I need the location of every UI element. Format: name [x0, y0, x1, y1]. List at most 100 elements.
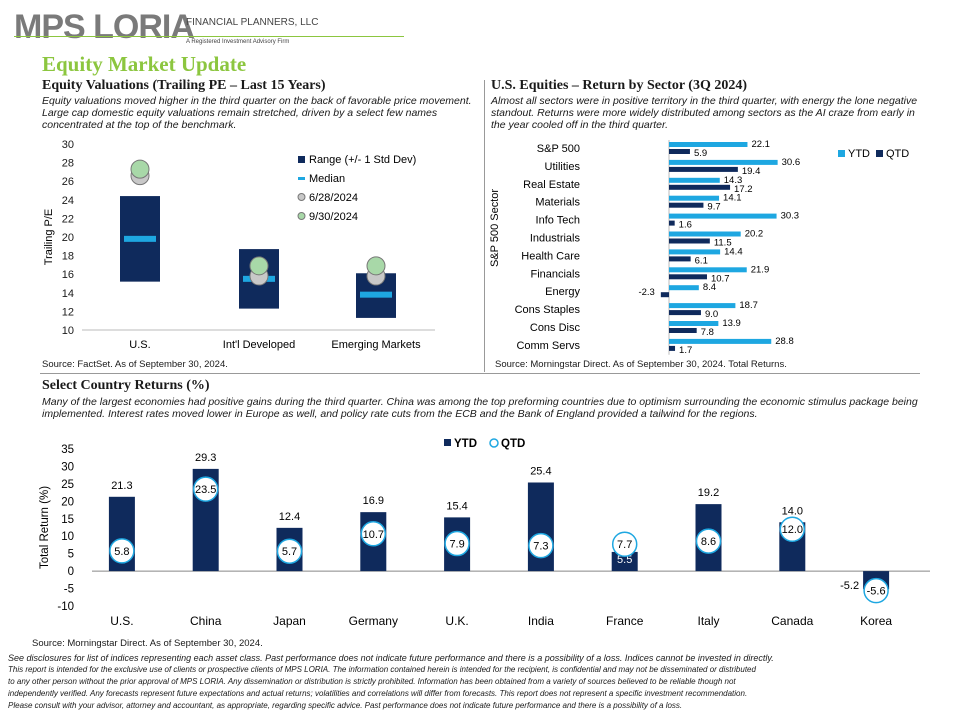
legend-sep-label: 9/30/2024: [309, 211, 358, 223]
section-divider-vertical: [484, 80, 485, 372]
sep-2024-marker: [366, 256, 386, 276]
ytd-bar: [669, 249, 721, 255]
x-tick-label: China: [190, 614, 222, 628]
sector-source: Source: Morningstar Direct. As of Septem…: [495, 359, 787, 370]
qtd-value-label: 10.7: [363, 529, 384, 541]
y-tick-label: 25: [61, 479, 74, 491]
x-tick-label: India: [528, 614, 554, 628]
category-label: Utilities: [545, 161, 581, 173]
qtd-value-label: 9.0: [705, 309, 718, 320]
qtd-bar: [669, 202, 704, 208]
valuation-source: Source: FactSet. As of September 30, 202…: [42, 359, 228, 370]
qtd-bar: [669, 345, 676, 351]
logo-subtitle: FINANCIAL PLANNERS, LLC: [186, 17, 319, 28]
logo-divider: [14, 36, 404, 37]
qtd-marker: [360, 521, 387, 547]
ytd-bar: [669, 231, 741, 237]
qtd-bar: [669, 149, 690, 154]
y-tick-label: -10: [57, 601, 74, 613]
ytd-bar: [669, 285, 699, 291]
ytd-value-label: 14.0: [782, 505, 803, 517]
ytd-bar: [669, 159, 778, 165]
y-tick-label: 12: [62, 306, 74, 318]
ytd-value-label: 30.3: [781, 211, 800, 222]
category-label: Comm Servs: [516, 340, 580, 352]
ytd-value-label: 21.9: [751, 264, 770, 275]
qtd-marker: [611, 531, 638, 557]
ytd-value-label: 19.2: [698, 487, 719, 499]
y-tick-label: 26: [62, 176, 74, 188]
category-label: Energy: [545, 286, 580, 298]
ytd-value-label: 12.4: [279, 511, 300, 523]
ytd-value-label: 14.1: [723, 193, 742, 204]
qtd-value-label: 8.6: [701, 536, 716, 548]
valuation-title: Equity Valuations (Trailing PE – Last 15…: [42, 78, 326, 93]
x-tick-label: Italy: [697, 614, 719, 628]
qtd-marker: [276, 538, 303, 564]
qtd-value-label: -5.6: [867, 586, 886, 598]
x-tick-label: U.S.: [129, 339, 150, 351]
ytd-bar: [611, 551, 638, 572]
sep-2024-marker: [130, 159, 150, 179]
qtd-value-label: 7.9: [449, 539, 464, 551]
ytd-bar: [669, 142, 748, 147]
y-tick-label: 0: [68, 566, 74, 578]
legend-range-label: Range (+/- 1 Std Dev): [309, 154, 416, 166]
legend-sep-swatch: [297, 212, 306, 220]
country-chart: -10 -5 0 5 10 15 20 25 30 35 Total Return (%) 21.3 5…: [39, 438, 930, 628]
y-tick-label: 5: [68, 549, 74, 561]
y-tick-label: 22: [62, 213, 74, 225]
y-tick-label: 30: [62, 139, 74, 151]
category-label: Cons Disc: [530, 322, 581, 334]
qtd-value-label: 7.7: [617, 539, 632, 551]
section-divider-horizontal: [40, 373, 920, 374]
qtd-value-label: 6.1: [695, 255, 708, 266]
qtd-bar: [669, 238, 710, 244]
ytd-bar: [669, 177, 720, 183]
country-description: Many of the largest economies had positi…: [42, 396, 918, 420]
qtd-bar: [669, 310, 701, 316]
qtd-value-label: 11.5: [714, 238, 732, 249]
legend-ytd-label: YTD: [454, 438, 477, 450]
qtd-value-label: 1.6: [679, 220, 692, 231]
legend-ytd-label: YTD: [848, 148, 870, 160]
category-label: Real Estate: [523, 179, 580, 191]
median-marker: [124, 235, 156, 242]
sector-description: Almost all sectors were in positive terr…: [491, 95, 918, 131]
ytd-value-label: 18.7: [739, 300, 758, 311]
category-label: S&P 500: [537, 143, 580, 155]
y-tick-label: 35: [61, 444, 74, 456]
qtd-marker: [528, 532, 554, 559]
y-tick-label: 20: [61, 496, 74, 508]
legend-ytd-swatch: [444, 439, 451, 446]
median-marker: [360, 291, 392, 298]
ytd-value-label: 14.3: [724, 175, 743, 186]
category-label: Cons Staples: [515, 304, 581, 316]
qtd-bar: [660, 292, 669, 298]
ytd-value-label: 8.4: [703, 282, 716, 293]
y-tick-label: 14: [62, 288, 74, 300]
y-tick-label: 10: [61, 531, 74, 543]
qtd-marker: [192, 476, 219, 502]
x-tick-label: Japan: [273, 614, 306, 628]
category-label: Financials: [530, 268, 580, 280]
sector-chart: S&P 500 Sector S&P 500 22.1 5.9 Utilities 30.…: [489, 139, 909, 356]
ytd-value-label: 20.2: [745, 229, 764, 240]
qtd-value-label: 23.5: [195, 484, 216, 496]
legend-jun-label: 6/28/2024: [309, 192, 358, 204]
legend-range-swatch: [298, 156, 305, 163]
y-tick-label: 18: [62, 251, 74, 263]
qtd-value-label: 7.3: [533, 541, 548, 553]
qtd-marker: [779, 516, 806, 542]
legend-qtd-label: QTD: [886, 148, 909, 160]
qtd-bar: [669, 256, 691, 262]
qtd-marker: [695, 528, 722, 554]
legend-qtd-swatch: [489, 438, 499, 448]
country-source: Source: Morningstar Direct. As of Septem…: [32, 638, 263, 649]
x-tick-label: Germany: [349, 614, 398, 628]
x-tick-label: Canada: [771, 614, 813, 628]
qtd-value-label: 17.2: [734, 184, 753, 195]
ytd-value-label: 22.1: [751, 139, 770, 150]
ytd-value-label: 29.3: [195, 452, 216, 464]
y-tick-label: 24: [62, 195, 74, 207]
